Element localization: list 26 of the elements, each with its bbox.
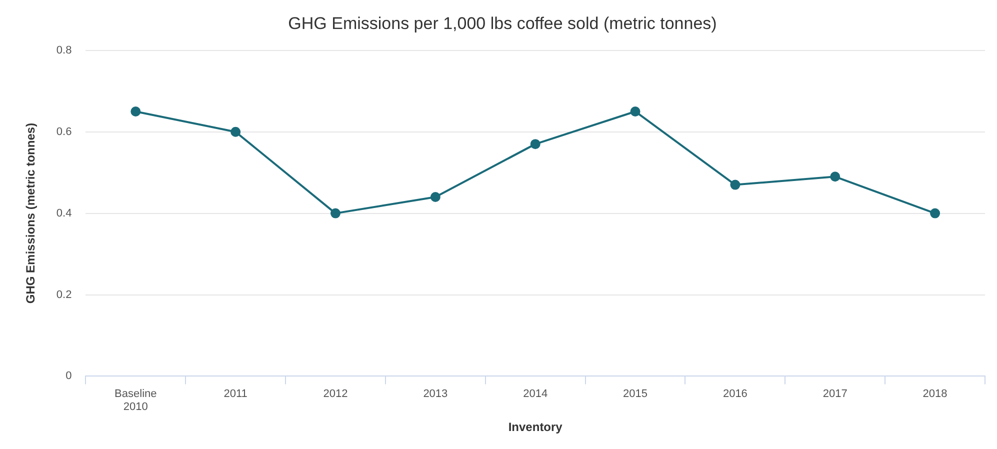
y-tick-label: 0.6 <box>56 126 72 138</box>
point <box>630 106 640 116</box>
y-axis-title: GHG Emissions (metric tonnes) <box>24 122 38 304</box>
y-tick-label: 0.4 <box>56 207 72 220</box>
x-tick-label: 2014 <box>523 388 548 400</box>
point <box>330 208 340 218</box>
point <box>130 106 141 116</box>
x-tick-label: 2018 <box>922 388 948 400</box>
x-tick-label: 2017 <box>822 388 848 400</box>
x-tick-label: 2016 <box>722 388 748 400</box>
chart-title: GHG Emissions per 1,000 lbs coffee sold (metric tonnes) <box>288 14 717 33</box>
point <box>530 139 540 150</box>
point <box>930 208 940 218</box>
x-tick-label: 2011 <box>224 388 248 400</box>
y-tick-label: 0.2 <box>56 288 72 301</box>
point <box>830 172 840 182</box>
x-tick-label: 2013 <box>423 388 448 400</box>
x-tick-label: 2012 <box>323 388 348 400</box>
point <box>730 180 740 190</box>
x-tick-label: Baseline 2010 <box>114 388 157 414</box>
y-tick-label: 0 <box>66 370 72 382</box>
x-axis-title: Inventory <box>508 420 563 434</box>
point <box>230 126 241 137</box>
x-tick-label: 2015 <box>623 388 648 400</box>
y-tick-label: 0.8 <box>56 44 72 56</box>
point <box>430 192 440 202</box>
